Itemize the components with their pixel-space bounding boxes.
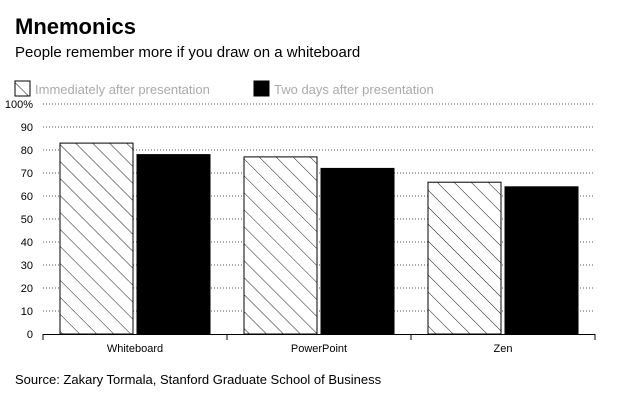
- x-tick-label: Zen: [494, 343, 513, 355]
- y-tick-label: 70: [21, 168, 33, 180]
- y-tick-label: 30: [21, 260, 33, 272]
- y-tick-label: 40: [21, 237, 33, 249]
- x-axis: Whiteboard PowerPoint Zen: [42, 334, 596, 355]
- bar-zen-series-1: [504, 186, 579, 335]
- chart-subtitle: People remember more if you draw on a wh…: [15, 44, 361, 61]
- bar-zen-series-0: [427, 181, 502, 335]
- y-tick-label: 10: [21, 306, 33, 318]
- chart-title: Mnemonics: [15, 14, 137, 39]
- x-tick-label: PowerPoint: [291, 343, 347, 355]
- y-tick-label: 0: [27, 329, 33, 341]
- bar-powerpoint-series-1: [320, 167, 395, 335]
- bars: [59, 142, 579, 335]
- legend-swatch-0: [14, 80, 31, 97]
- bar-whiteboard-series-0: [59, 142, 134, 335]
- gridlines: [43, 103, 595, 312]
- bar-whiteboard-series-1: [136, 154, 211, 335]
- legend: Immediately after presentation Two days a…: [14, 80, 434, 97]
- legend-swatch-1: [253, 80, 270, 97]
- legend-label-0: Immediately after presentation: [35, 82, 210, 97]
- y-tick-label: 50: [21, 214, 33, 226]
- legend-label-1: Two days after presentation: [274, 82, 434, 97]
- y-tick-label: 80: [21, 145, 33, 157]
- y-tick-label: 100%: [5, 99, 33, 111]
- y-axis: 0 10 20 30 40 50 60 70 80 90 100%: [5, 99, 33, 341]
- y-tick-label: 60: [21, 191, 33, 203]
- y-tick-label: 90: [21, 122, 33, 134]
- x-tick-label: Whiteboard: [107, 343, 163, 355]
- y-tick-label: 20: [21, 283, 33, 295]
- source-note: Source: Zakary Tormala, Stanford Graduat…: [15, 372, 382, 387]
- bar-powerpoint-series-0: [243, 156, 318, 335]
